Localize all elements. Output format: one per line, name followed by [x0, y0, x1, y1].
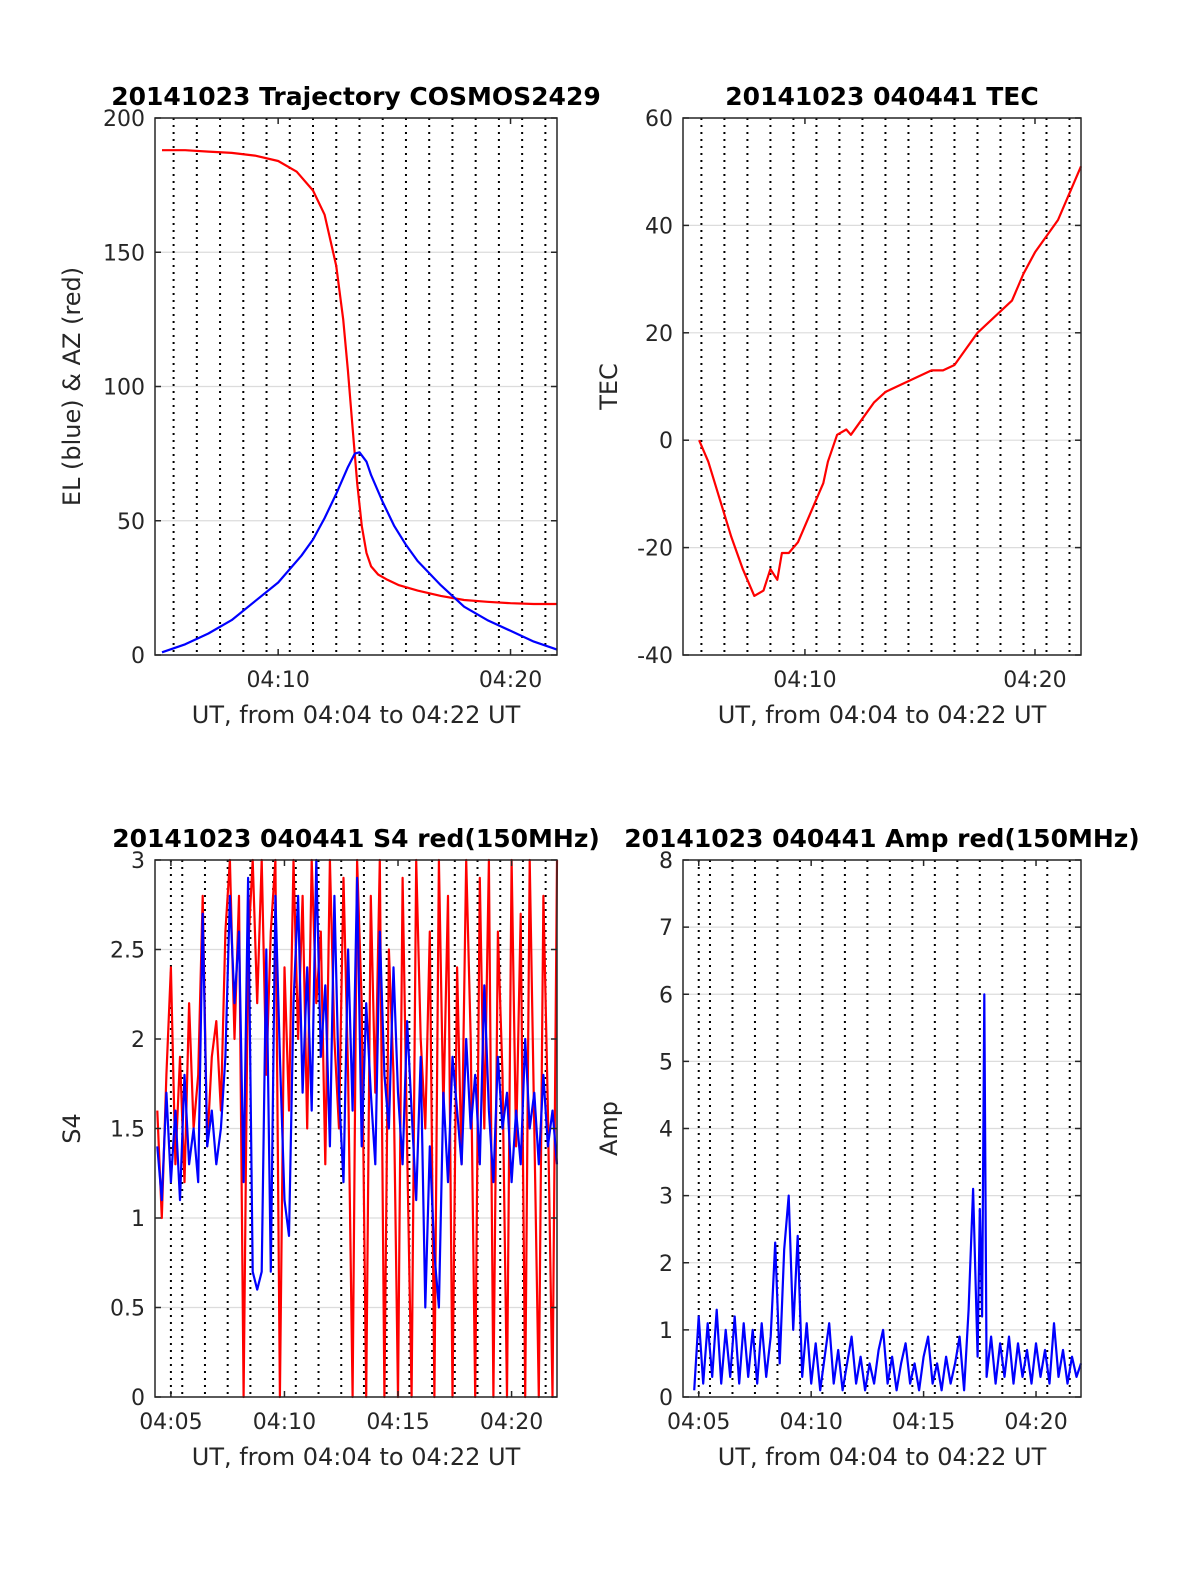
y-tick-label: 6: [659, 983, 673, 1008]
y-tick-label: 2: [131, 1028, 145, 1053]
y-axis-label: EL (blue) & AZ (red): [58, 267, 86, 506]
y-axis-label: S4: [58, 1113, 86, 1144]
y-tick-label: 200: [103, 107, 145, 132]
y-tick-label: 50: [117, 510, 145, 535]
x-tick-label: 04:20: [480, 1410, 543, 1435]
y-tick-label: 100: [103, 376, 145, 401]
x-tick-label: 04:15: [366, 1410, 429, 1435]
chart-title: 20141023 040441 S4 red(150MHz): [112, 824, 600, 853]
x-tick-label: 04:20: [479, 668, 542, 693]
y-tick-label: 4: [659, 1118, 673, 1143]
chart-title: 20141023 Trajectory COSMOS2429: [111, 82, 601, 111]
panel-tec: -40 -20 0 20 40 60 04:10 04:20 20141023 040441 T…: [595, 82, 1083, 729]
x-axis-label: UT, from 04:04 to 04:22 UT: [718, 1443, 1047, 1471]
y-tick-label: 40: [645, 214, 673, 239]
x-tick-label: 04:20: [1003, 668, 1066, 693]
series-line-0: [693, 993, 1083, 1392]
x-tick-label: 04:05: [139, 1410, 202, 1435]
panel-s4: 0 0.5 1 1.5 2 2.5 3 04:05 04:10 04:15 04:20 2014102…: [58, 824, 600, 1471]
y-axis-label: Amp: [595, 1101, 623, 1156]
series-line-1: [156, 858, 559, 1309]
y-tick-label: -40: [637, 644, 673, 669]
y-tick-label: -20: [637, 537, 673, 562]
x-tick-label: 04:20: [1004, 1410, 1067, 1435]
y-tick-label: 0: [659, 1386, 673, 1411]
x-tick-label: 04:05: [667, 1410, 730, 1435]
y-tick-label: 3: [659, 1185, 673, 1210]
y-tick-label: 7: [659, 916, 673, 941]
y-tick-label: 1: [131, 1207, 145, 1232]
y-tick-label: 0: [659, 429, 673, 454]
x-tick-label: 04:10: [773, 668, 836, 693]
x-axis-label: UT, from 04:04 to 04:22 UT: [192, 701, 521, 729]
y-tick-label: 0: [131, 1386, 145, 1411]
y-tick-label: 3: [131, 849, 145, 874]
series-line-1: [161, 451, 558, 654]
x-tick-label: 04:10: [246, 668, 309, 693]
y-tick-label: 150: [103, 241, 145, 266]
y-axis-label: TEC: [595, 363, 623, 411]
y-tick-label: 20: [645, 322, 673, 347]
y-tick-label: 5: [659, 1050, 673, 1075]
panel-trajectory: 0 50 100 150 200 04:10 04:20 20141023 Trajector…: [58, 82, 601, 729]
plot-frame: [682, 117, 1082, 656]
series-line-0: [698, 165, 1083, 598]
x-tick-label: 04:10: [779, 1410, 842, 1435]
chart-title: 20141023 040441 TEC: [725, 82, 1038, 111]
y-tick-label: 1: [659, 1319, 673, 1344]
y-tick-label: 1.5: [110, 1118, 145, 1143]
chart-title: 20141023 040441 Amp red(150MHz): [624, 824, 1140, 853]
x-axis-label: UT, from 04:04 to 04:22 UT: [192, 1443, 521, 1471]
y-tick-label: 0: [131, 644, 145, 669]
y-tick-label: 8: [659, 849, 673, 874]
x-axis-label: UT, from 04:04 to 04:22 UT: [718, 701, 1047, 729]
y-tick-label: 2: [659, 1252, 673, 1277]
y-tick-label: 2.5: [110, 939, 145, 964]
x-tick-label: 04:15: [892, 1410, 955, 1435]
x-tick-label: 04:10: [253, 1410, 316, 1435]
y-tick-label: 60: [645, 107, 673, 132]
panel-amp: 0 1 2 3 4 5 6 7 8 04:05 04:10 04:15 04:20 20141023 04…: [595, 824, 1140, 1471]
y-tick-label: 0.5: [110, 1297, 145, 1322]
